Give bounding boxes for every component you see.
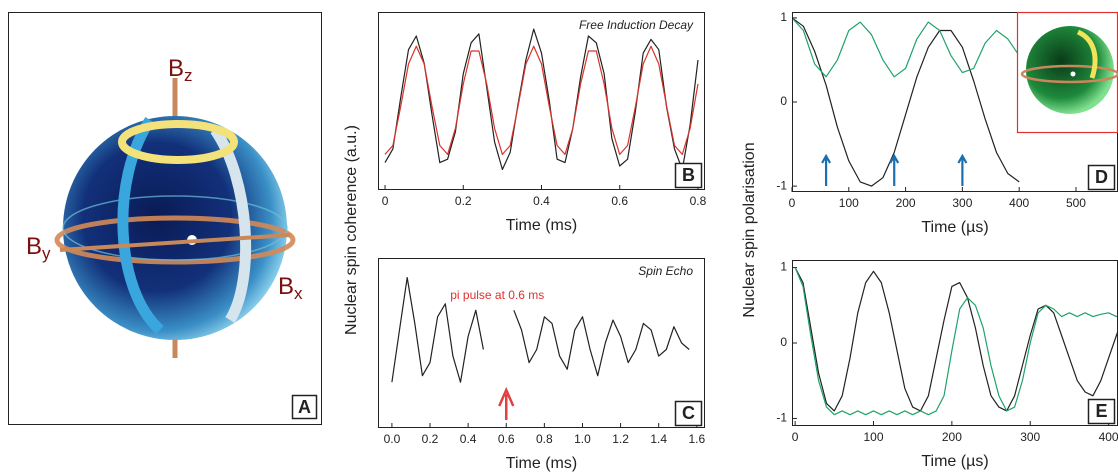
inset-arrow — [1076, 29, 1098, 79]
y-tick-label: 0 — [780, 94, 787, 108]
panel-label-box — [674, 162, 703, 189]
panel-label: D — [1095, 167, 1108, 187]
x-tick-label: 500 — [1066, 196, 1086, 210]
x-tick-label: 300 — [1020, 430, 1040, 444]
inset-ring — [1020, 64, 1118, 84]
annotation: Free Induction Decay — [579, 18, 694, 32]
yellow-ring — [118, 120, 238, 164]
annotation: Spin Echo — [638, 264, 693, 278]
marker-arrow — [957, 153, 968, 186]
panel-label: E — [1095, 401, 1107, 421]
x-tick-label: 1.0 — [574, 432, 591, 446]
label-main: B — [168, 55, 184, 82]
y-axis-label: Nuclear spin polarisation — [741, 142, 758, 317]
x-tick-label: 100 — [863, 430, 883, 444]
inset-sphere — [1026, 26, 1114, 114]
axis-label: Bx — [278, 273, 303, 303]
x-tick-label: 1.6 — [688, 432, 705, 446]
series-line — [384, 45, 699, 155]
x-tick-label: 400 — [1009, 196, 1029, 210]
y-tick-label: -1 — [776, 411, 787, 425]
series-line — [794, 267, 1118, 416]
equator-ring — [54, 215, 296, 265]
x-tick-label: 1.4 — [650, 432, 667, 446]
plot-frame — [378, 258, 705, 428]
x-tick-label: 0.6 — [498, 432, 515, 446]
x-tick-label: 0.8 — [536, 432, 553, 446]
precession-arrow — [117, 116, 164, 335]
x-axis-label: Time (µs) — [921, 453, 988, 470]
x-tick-label: 400 — [1099, 430, 1118, 444]
sphere — [63, 116, 287, 340]
axis-label: Bz — [168, 55, 193, 85]
marker-arrow — [889, 153, 900, 186]
x-tick-label: 0.2 — [422, 432, 439, 446]
x-tick-label: 0 — [792, 430, 799, 444]
axis-label: By — [26, 233, 51, 263]
y-tick-label: 1 — [780, 260, 787, 274]
plot-frame — [378, 12, 705, 190]
y-axis-label: Nuclear spin coherence (a.u.) — [343, 125, 360, 335]
series-line — [794, 267, 1118, 412]
marker-arrow — [821, 153, 832, 186]
x-tick-label: 200 — [942, 430, 962, 444]
series-line — [792, 17, 1020, 187]
xy-axis — [59, 233, 291, 252]
pulse-arrow — [498, 386, 515, 420]
panel-label: A — [298, 397, 311, 417]
x-tick-label: 0 — [382, 194, 389, 208]
x-tick-label: 0.6 — [611, 194, 628, 208]
x-tick-label: 0.4 — [533, 194, 550, 208]
pulse-label: pi pulse at 0.6 ms — [450, 288, 544, 302]
label-main: B — [278, 273, 294, 300]
x-tick-label: 300 — [952, 196, 972, 210]
label-subscript: z — [184, 66, 193, 85]
series-line — [391, 277, 690, 383]
y-tick-label: -1 — [776, 178, 787, 192]
x-tick-label: 0.8 — [690, 194, 707, 208]
x-tick-label: 0.0 — [384, 432, 401, 446]
series-line — [792, 17, 1020, 78]
x-axis-label: Time (ms) — [506, 455, 577, 472]
label-subscript: x — [294, 284, 303, 303]
x-tick-label: 0 — [789, 196, 796, 210]
series-line — [384, 28, 699, 171]
x-axis-label: Time (ms) — [506, 217, 577, 234]
inset-dot — [1070, 71, 1076, 77]
panel-label: C — [682, 403, 695, 423]
panel-label: B — [682, 165, 695, 185]
x-tick-label: 0.2 — [455, 194, 472, 208]
y-tick-label: 0 — [780, 335, 787, 349]
panel-label-box — [291, 394, 318, 420]
latitude-line — [62, 195, 288, 261]
y-tick-label: 1 — [780, 10, 787, 24]
x-tick-label: 100 — [839, 196, 859, 210]
x-tick-label: 1.2 — [612, 432, 629, 446]
x-axis-label: Time (µs) — [921, 219, 988, 236]
panel-label-box — [1087, 164, 1116, 191]
label-subscript: y — [42, 244, 51, 263]
x-tick-label: 0.4 — [460, 432, 477, 446]
panel-label-box — [1087, 398, 1116, 425]
x-tick-label: 200 — [896, 196, 916, 210]
panel-label-box — [674, 400, 703, 427]
label-main: B — [26, 233, 42, 260]
panel-a: Bz By Bx A — [8, 12, 322, 425]
